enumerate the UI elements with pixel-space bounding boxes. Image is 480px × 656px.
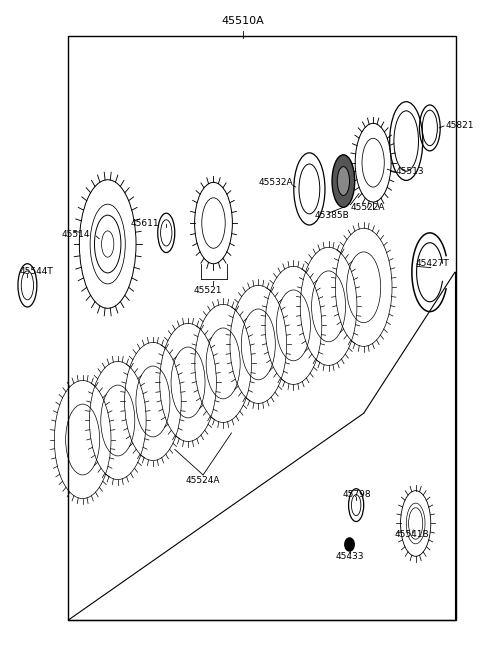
Text: 45544T: 45544T (20, 267, 54, 276)
Text: 45611: 45611 (131, 218, 160, 228)
Text: 45522A: 45522A (350, 203, 385, 212)
Text: 45524A: 45524A (186, 476, 220, 485)
Text: 45532A: 45532A (259, 178, 293, 187)
Text: 45798: 45798 (343, 490, 372, 499)
Ellipse shape (337, 167, 349, 195)
Text: 45513: 45513 (396, 167, 424, 176)
Text: 45427T: 45427T (416, 259, 449, 268)
Text: 45541B: 45541B (395, 530, 429, 539)
Text: 45514: 45514 (61, 230, 90, 239)
Text: 45385B: 45385B (314, 211, 349, 220)
Circle shape (345, 538, 354, 551)
Ellipse shape (332, 155, 355, 207)
Bar (69, 36, 456, 620)
Text: 45521: 45521 (193, 286, 222, 295)
Text: 45433: 45433 (335, 552, 364, 561)
Text: 45510A: 45510A (222, 16, 264, 26)
Text: 45821: 45821 (446, 121, 474, 130)
